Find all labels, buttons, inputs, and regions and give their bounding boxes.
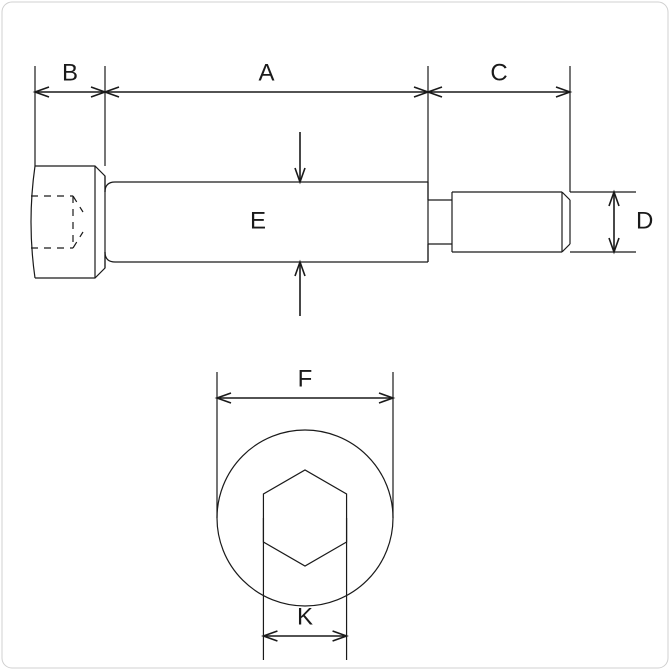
dim-label: D <box>636 207 653 234</box>
drawing-svg: B A C D E F K <box>0 0 670 670</box>
dim-label: C <box>490 59 507 86</box>
dim-label: K <box>297 603 313 630</box>
dim-label: E <box>250 207 266 234</box>
dim-label: B <box>62 59 78 86</box>
dim-label: F <box>298 365 313 392</box>
diagram-stage: B A C D E F K <box>0 0 670 670</box>
dim-label: A <box>258 59 274 86</box>
